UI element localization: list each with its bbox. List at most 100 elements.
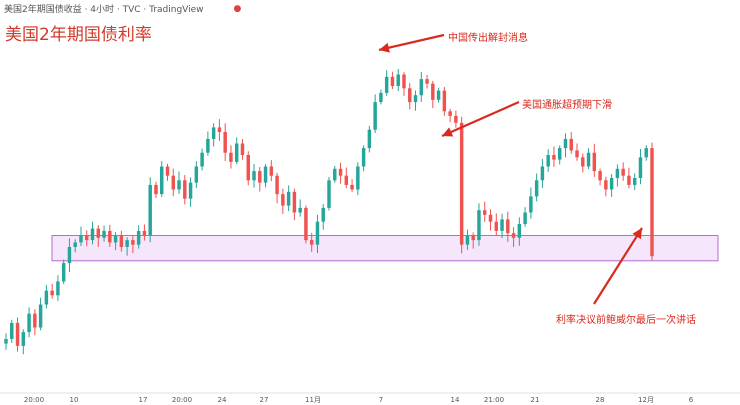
candle <box>206 131 210 156</box>
candle-body <box>494 221 498 231</box>
candle-body <box>188 182 193 199</box>
candle-body <box>217 127 222 132</box>
x-tick-label: 11月 <box>305 396 321 404</box>
candle <box>263 164 268 188</box>
candle <box>258 166 262 192</box>
annotation-arrow-shaft <box>378 33 445 52</box>
candle <box>408 82 412 110</box>
candle-body <box>160 166 164 195</box>
support-zone-layer <box>51 235 719 262</box>
annotation-arrowhead <box>379 42 390 53</box>
candle <box>615 164 620 187</box>
candle <box>500 213 504 239</box>
candle-body <box>511 233 516 238</box>
candle <box>557 145 562 165</box>
candle-body <box>552 155 556 160</box>
candle <box>361 145 366 172</box>
candle-body <box>298 207 302 213</box>
candle-body <box>390 76 395 86</box>
candle-body <box>333 168 337 181</box>
candle <box>246 151 250 186</box>
candle <box>119 230 124 252</box>
candle-body <box>292 191 297 213</box>
candle <box>506 211 510 242</box>
candle <box>384 70 389 96</box>
candle <box>85 230 89 247</box>
candle-body <box>650 148 654 257</box>
candle <box>454 110 458 128</box>
candle <box>148 177 152 243</box>
candle-body <box>246 155 250 181</box>
candle <box>211 123 216 147</box>
candle <box>632 173 637 191</box>
x-tick-label: 12月 <box>638 396 654 404</box>
candle-body <box>621 168 625 176</box>
candle <box>304 205 308 244</box>
candle <box>367 125 372 153</box>
candle-body <box>234 143 239 162</box>
candle <box>483 201 487 222</box>
candle <box>569 132 573 154</box>
candle <box>281 188 285 214</box>
candle <box>650 142 654 261</box>
candle <box>223 123 227 161</box>
candle <box>592 143 597 177</box>
candle <box>113 232 118 251</box>
candle-body <box>609 178 614 190</box>
candle <box>142 224 147 241</box>
x-axis-ticks: 20:00 10 17 20:00 24 27 11月 7 14 21:00 21 28 12月 6 <box>24 396 694 404</box>
candle-body <box>523 212 527 224</box>
candle-body <box>396 74 400 86</box>
candle-body <box>125 240 129 247</box>
candle-body <box>258 171 262 183</box>
candle <box>96 225 101 247</box>
candle <box>275 172 279 204</box>
candle-body <box>350 184 354 190</box>
candle <box>396 68 400 92</box>
candle-body <box>73 242 77 247</box>
candle-body <box>506 219 510 234</box>
candle-body <box>488 214 493 222</box>
candle-body <box>252 171 256 181</box>
candle <box>21 329 26 355</box>
candle <box>131 236 135 254</box>
candle-body <box>229 152 233 162</box>
annotation-label-powell: 利率决议前鲍威尔最后一次讲话 <box>556 315 696 326</box>
candle <box>344 167 349 189</box>
candle-body <box>275 175 279 195</box>
candle-body <box>586 152 591 167</box>
candle <box>171 168 175 197</box>
candle <box>638 148 643 185</box>
candle-body <box>436 90 441 100</box>
candle-body <box>557 148 562 160</box>
candle <box>448 108 452 123</box>
candle <box>379 89 383 105</box>
candle-body <box>563 138 568 149</box>
candle-body <box>500 219 504 231</box>
candle <box>627 167 631 189</box>
x-tick-label: 20:00 <box>172 396 192 404</box>
candle-body <box>569 138 573 151</box>
candle-body <box>171 175 175 190</box>
symbol-text: 美国2年期国债收益 · 4小时 · TVC · TradingView <box>4 5 204 15</box>
candle-body <box>379 92 383 103</box>
candle <box>269 160 274 182</box>
candle-body <box>413 95 418 103</box>
candle <box>609 174 614 197</box>
candle-body <box>27 313 31 333</box>
x-tick-label: 7 <box>379 396 383 404</box>
candle-body <box>61 263 66 282</box>
annotation-label-reopening: 中国传出解封消息 <box>448 33 528 44</box>
candle <box>102 225 106 242</box>
candle <box>33 309 37 336</box>
candle-body <box>269 166 274 176</box>
candle-body <box>183 180 187 199</box>
candle <box>229 145 233 169</box>
candle-body <box>581 157 585 167</box>
candle <box>517 217 522 246</box>
candle-body <box>309 240 314 245</box>
candle-body <box>638 157 643 178</box>
candle-body <box>459 122 464 245</box>
candle <box>563 133 568 158</box>
x-tick-label: 14 <box>451 396 460 404</box>
